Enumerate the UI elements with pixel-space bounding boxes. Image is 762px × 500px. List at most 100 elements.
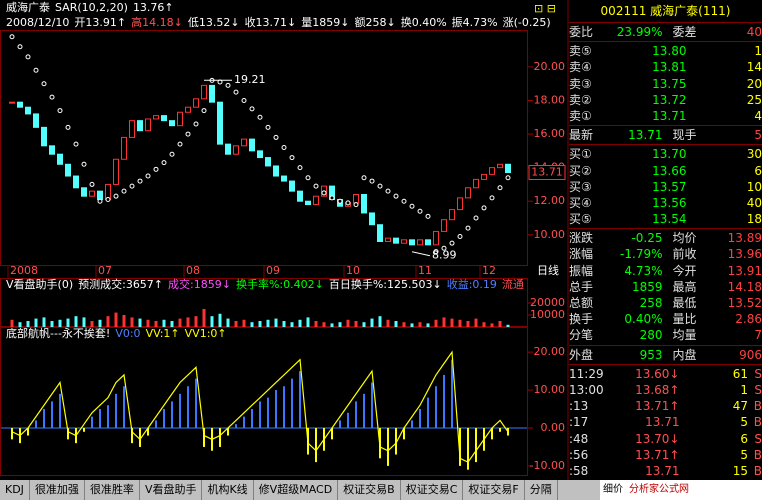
tab[interactable]: 很准加强 <box>30 480 85 500</box>
volume-bar <box>426 323 430 327</box>
tab[interactable]: 很准胜率 <box>85 480 140 500</box>
quote-cell: 6 <box>740 431 748 446</box>
volume-bar <box>402 322 406 327</box>
footer-text: 分析家公式网 www.88gg.com <box>629 484 689 495</box>
candle <box>225 143 231 155</box>
quote-cell: 量比 <box>672 312 697 327</box>
y-tick-label: 10000 <box>530 308 565 321</box>
high-label: 19.21 <box>234 73 266 86</box>
quote-cell: 13.60↓ <box>635 366 680 381</box>
quote-cell: 内盘 <box>672 347 697 362</box>
candle <box>97 190 103 201</box>
volume-bar <box>114 312 118 327</box>
candle <box>377 224 383 242</box>
last-price-label: 13.71 <box>531 166 563 179</box>
sar-dot <box>97 198 103 204</box>
candle <box>465 187 471 199</box>
candle <box>313 195 319 206</box>
quote-cell: 15 <box>732 463 748 478</box>
candle <box>433 230 439 246</box>
candle <box>57 153 63 165</box>
tab[interactable]: V看盘助手 <box>140 480 203 500</box>
last-price-box <box>528 165 566 181</box>
candle <box>401 239 407 244</box>
quote-cell: B <box>753 463 762 478</box>
sar-dot <box>345 200 351 206</box>
quote-cell: 13.70 <box>652 147 687 162</box>
x-tick-label: 09 <box>266 264 280 277</box>
quote-cell: 涨跌 <box>569 231 594 246</box>
quote-row: 委比 23.99% 委差 40 <box>569 24 762 40</box>
sar-dot <box>433 249 439 255</box>
quote-cell: 买④ <box>569 195 592 210</box>
quote-cell: 47 <box>732 399 748 414</box>
quote-cell: 买⑤ <box>569 212 592 227</box>
quote-cell: 1859 <box>631 279 663 294</box>
quote-cell: 13.54 <box>652 212 687 227</box>
quote-row: :56 13.71↑ 5 B <box>569 447 762 463</box>
quote-cell: 13.91 <box>727 263 762 278</box>
tab[interactable]: 修V超级MACD <box>254 480 339 500</box>
x-tick-label: 11 <box>418 264 432 277</box>
quote-cell: 现手 <box>672 128 697 143</box>
tab-bar: KDJ 很准加强 很准胜率 V看盘助手 机构K线 修V超级MACD 权证交易B 权证交易C 权证… <box>0 480 600 500</box>
low-label: 8.99 <box>432 249 457 262</box>
quote-cell: :17 <box>569 415 589 430</box>
sar-dot <box>177 141 183 147</box>
volume-bar <box>354 320 358 327</box>
quote-cell: 总手 <box>569 279 594 294</box>
header-text: 13.76↑ <box>133 1 174 14</box>
quote-cell: 4.73% <box>624 263 663 278</box>
header-text: VV:1↑ <box>146 327 180 340</box>
candle <box>25 106 31 115</box>
quote-row: 卖⑤ 13.80 1 <box>569 43 762 59</box>
quote-cell: 最高 <box>672 279 697 294</box>
quote-cell: 13.71↑ <box>635 447 680 462</box>
low-leader <box>411 251 431 257</box>
quote-panel: 002111 威海广泰(111) 委比 23.99% 委差 40 卖⑤ 13.80 1 卖④ 13… <box>569 0 762 498</box>
quote-row: :17 13.71 5 B <box>569 414 762 430</box>
volume-bar <box>298 319 302 327</box>
sar-dot <box>17 44 23 50</box>
tab[interactable]: 权证交易B <box>338 480 401 500</box>
header-text: 量1859↓ <box>301 16 349 29</box>
volume-bar <box>50 320 54 327</box>
quote-cell: 14.18 <box>727 279 762 294</box>
candle <box>281 175 287 182</box>
x-tick-label: 2008 <box>10 264 38 277</box>
quote-row: :58 13.71 15 B <box>569 463 762 479</box>
header-text: VV1:0↑ <box>185 327 227 340</box>
quote-row: 总手 1859 最高 14.18 <box>569 279 762 295</box>
quote-cell: 13.71 <box>645 415 680 430</box>
candle <box>201 84 207 100</box>
sar-dot <box>425 213 431 219</box>
volume-bar <box>434 319 438 327</box>
quote-tab[interactable]: 细价 <box>603 484 623 495</box>
header-text: 成交:1859↓ <box>168 277 231 291</box>
candle <box>33 113 39 128</box>
sar-dot <box>81 161 87 167</box>
sar-dot <box>305 175 311 181</box>
quote-row: 换手 0.40% 量比 2.86 <box>569 311 762 327</box>
header-text: 额258↓ <box>355 16 396 29</box>
volume-bar <box>146 319 150 327</box>
menu-icons[interactable]: ⊡ ⊟ <box>534 2 556 15</box>
candle <box>185 106 191 113</box>
quote-group: 卖⑤ 13.80 1 卖④ 13.81 14 卖③ 13.75 20 卖② 13.72 25 卖① 13.… <box>569 42 762 127</box>
tab[interactable]: 权证交易F <box>463 480 525 500</box>
quote-cell: S <box>754 431 762 446</box>
tab[interactable]: 机构K线 <box>202 480 254 500</box>
sar-dot <box>249 106 255 112</box>
tab[interactable]: 分隔 <box>525 480 558 500</box>
tab[interactable]: 权证交易C <box>401 480 464 500</box>
sar-dot <box>361 175 367 181</box>
candle <box>177 111 183 127</box>
sar-dot <box>257 114 263 120</box>
header-text: 底部航帆---永不挨套! <box>6 326 110 340</box>
candle <box>257 150 263 159</box>
header-text: 开13.91↑ <box>74 16 126 29</box>
sar-dot <box>265 124 271 130</box>
quote-cell: S <box>754 382 762 397</box>
tab[interactable]: KDJ <box>0 480 30 500</box>
candle <box>217 101 223 145</box>
